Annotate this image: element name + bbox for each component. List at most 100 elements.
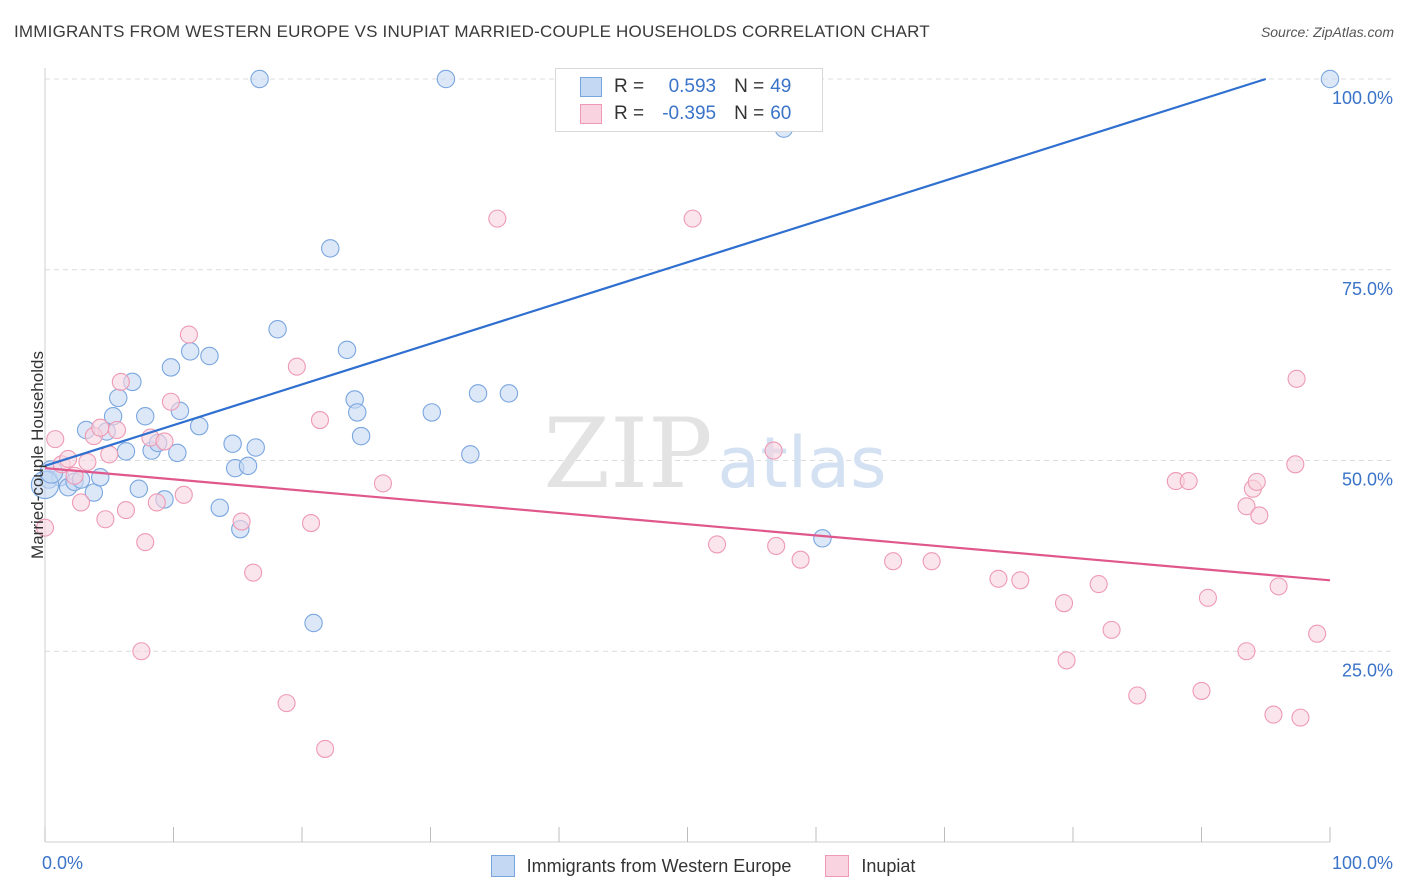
series-legend-label: Inupiat <box>861 855 916 876</box>
y-tick-label: 50.0% <box>1342 470 1393 490</box>
data-point-inupiat <box>922 552 941 571</box>
legend-n-label: N = <box>734 103 765 124</box>
data-point-inupiat <box>310 411 330 430</box>
y-tick-label: 100.0% <box>1332 88 1393 108</box>
data-point-inupiat <box>1102 620 1121 639</box>
trend-line-western-europe <box>44 77 1267 467</box>
data-point-inupiat <box>35 518 55 537</box>
data-point-inupiat <box>1192 681 1211 700</box>
data-point-inupiat <box>91 418 110 437</box>
data-point-inupiat <box>1237 497 1256 516</box>
data-point-inupiat <box>179 325 198 344</box>
data-point-inupiat <box>1269 577 1288 596</box>
data-point-western-europe <box>337 340 357 360</box>
data-point-western-europe <box>499 384 519 403</box>
y-tick-label: 75.0% <box>1342 279 1393 299</box>
data-point-western-europe <box>135 407 155 426</box>
data-point-inupiat <box>1011 571 1030 590</box>
data-point-inupiat <box>1308 624 1327 643</box>
data-point-western-europe <box>161 358 181 377</box>
data-point-inupiat <box>232 512 251 531</box>
series-legend-label: Immigrants from Western Europe <box>526 855 792 876</box>
data-point-western-europe <box>461 445 480 464</box>
legend-r-label: R = <box>614 76 645 97</box>
data-point-inupiat <box>174 485 193 504</box>
data-point-western-europe <box>223 434 242 453</box>
data-point-western-europe <box>436 69 456 89</box>
data-point-inupiat <box>155 432 174 451</box>
data-point-western-europe <box>304 613 323 633</box>
source-label: Source: ZipAtlas.com <box>1260 24 1394 40</box>
data-point-western-europe <box>189 416 209 436</box>
data-point-western-europe <box>246 438 265 457</box>
data-point-inupiat <box>111 372 130 391</box>
data-point-western-europe <box>250 69 269 89</box>
data-point-inupiat <box>78 452 97 472</box>
data-point-inupiat <box>244 563 263 582</box>
data-point-western-europe <box>210 498 229 518</box>
data-point-western-europe <box>351 426 371 446</box>
data-point-inupiat <box>147 493 166 512</box>
data-point-inupiat <box>277 694 296 713</box>
data-point-inupiat <box>708 535 727 554</box>
data-point-western-europe <box>116 442 136 461</box>
data-point-western-europe <box>1320 69 1340 89</box>
data-point-western-europe <box>109 388 128 408</box>
data-point-inupiat <box>1264 705 1283 724</box>
data-point-inupiat <box>96 510 115 529</box>
data-point-inupiat <box>373 474 393 493</box>
data-point-western-europe <box>321 239 340 258</box>
data-point-western-europe <box>468 384 488 403</box>
data-point-inupiat <box>1247 472 1266 491</box>
data-point-western-europe <box>268 320 287 339</box>
data-point-western-europe <box>91 468 110 487</box>
data-point-inupiat <box>136 533 155 552</box>
data-point-inupiat <box>1198 588 1217 607</box>
data-point-inupiat <box>1054 594 1074 613</box>
data-point-inupiat <box>791 550 810 569</box>
data-point-inupiat <box>884 552 903 571</box>
data-point-western-europe <box>129 479 149 498</box>
series-legend-western-europe[interactable]: Immigrants from Western Europe <box>490 855 792 877</box>
data-point-inupiat <box>767 536 786 556</box>
series-swatch-pink <box>825 855 850 877</box>
data-point-inupiat <box>488 209 507 228</box>
data-point-inupiat <box>1237 642 1256 661</box>
data-point-western-europe <box>180 342 200 361</box>
data-point-western-europe <box>813 529 832 548</box>
data-point-inupiat <box>107 420 127 440</box>
data-point-inupiat <box>46 430 65 449</box>
legend-swatch-blue <box>580 77 602 97</box>
data-point-inupiat <box>1291 708 1310 727</box>
legend-r-value: 0.593 <box>668 76 717 97</box>
series-swatch-blue <box>490 855 515 877</box>
data-point-inupiat <box>161 392 180 411</box>
correlation-legend: R = 0.593 N = 49 R = -0.395 N = 60 <box>555 68 823 132</box>
data-point-inupiat <box>683 209 702 228</box>
trend-line-inupiat <box>44 467 1331 582</box>
data-point-inupiat <box>71 493 91 512</box>
legend-row-inupiat: R = -0.395 N = 60 <box>580 101 809 127</box>
legend-row-western-europe: R = 0.593 N = 49 <box>580 74 809 100</box>
data-point-western-europe <box>348 403 367 422</box>
watermark-zip: ZIP <box>543 398 712 510</box>
legend-r-label: R = <box>614 103 645 124</box>
data-point-inupiat <box>316 739 335 758</box>
legend-r-value: -0.395 <box>662 103 717 124</box>
data-point-western-europe <box>200 346 219 366</box>
data-point-western-europe <box>422 403 442 422</box>
y-tick-label: 25.0% <box>1342 660 1393 680</box>
x-tick-label: 100.0% <box>1332 853 1393 873</box>
chart-title: IMMIGRANTS FROM WESTERN EUROPE VS INUPIA… <box>14 22 930 41</box>
data-point-inupiat <box>116 501 136 520</box>
legend-n-label: N = <box>734 76 765 97</box>
data-point-inupiat <box>1179 472 1198 491</box>
data-point-inupiat <box>301 514 321 533</box>
series-legend: Immigrants from Western Europe Inupiat <box>0 852 1406 880</box>
legend-n-value: 49 <box>770 76 792 97</box>
data-point-inupiat <box>1287 369 1306 388</box>
data-point-inupiat <box>1089 575 1108 594</box>
series-legend-inupiat[interactable]: Inupiat <box>825 855 915 877</box>
watermark-atlas: atlas <box>717 422 886 504</box>
